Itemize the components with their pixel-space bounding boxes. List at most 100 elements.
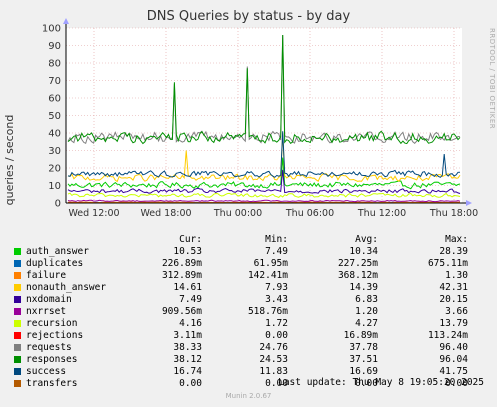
- legend-min-value: 7.49: [265, 246, 288, 257]
- legend-row-nonauth-answer: nonauth_answer 14.61 7.93 14.39 42.31: [12, 282, 492, 294]
- legend: Cur: Min: Avg: Max: auth_answer 10.53 7.49…: [12, 234, 492, 390]
- legend-avg-value: 227.25m: [337, 258, 378, 269]
- last-update: Last update: Thu May 8 19:05:20 2025: [278, 377, 484, 388]
- legend-cur-value: 4.16: [179, 318, 202, 329]
- legend-max-value: 20.15: [439, 294, 468, 305]
- legend-swatch: [14, 308, 21, 315]
- y-tick-label: 60: [48, 94, 61, 105]
- legend-swatch: [14, 272, 21, 279]
- legend-series-name: rejections: [26, 330, 84, 341]
- legend-cur-value: 226.89m: [161, 258, 202, 269]
- rrdtool-credit: RRDTOOL / TOBI OETIKER: [488, 28, 496, 130]
- x-tick-label: Thu 00:00: [213, 208, 262, 219]
- x-tick-label: Thu 18:00: [429, 208, 478, 219]
- legend-swatch: [14, 248, 21, 255]
- legend-max-value: 1.30: [445, 270, 468, 281]
- legend-row-success: success 16.74 11.83 16.69 41.75: [12, 366, 492, 378]
- legend-row-rejections: rejections 3.11m 0.00 16.89m 113.24m: [12, 330, 492, 342]
- x-tick-label: Thu 06:00: [285, 208, 334, 219]
- legend-header-min: Min:: [265, 234, 288, 245]
- legend-avg-value: 4.27: [355, 318, 378, 329]
- legend-min-value: 3.43: [265, 294, 288, 305]
- y-tick-label: 50: [48, 111, 61, 122]
- legend-swatch: [14, 356, 21, 363]
- legend-min-value: 7.93: [265, 282, 288, 293]
- y-tick-label: 20: [48, 164, 61, 175]
- y-tick-label: 90: [48, 41, 61, 52]
- legend-avg-value: 16.69: [349, 366, 378, 377]
- legend-header-cur: Cur:: [179, 234, 202, 245]
- legend-row-nxrrset: nxrrset 909.56m 518.76m 1.20 3.66: [12, 306, 492, 318]
- series-line-failure: [68, 201, 460, 204]
- y-tick-label: 40: [48, 129, 61, 140]
- y-tick-label: 70: [48, 76, 61, 87]
- y-axis-arrow: [63, 18, 69, 24]
- legend-cur-value: 14.61: [173, 282, 202, 293]
- legend-row-responses: responses 38.12 24.53 37.51 96.04: [12, 354, 492, 366]
- legend-swatch: [14, 296, 21, 303]
- legend-series-name: auth_answer: [26, 246, 89, 257]
- legend-swatch: [14, 284, 21, 291]
- legend-max-value: 42.31: [439, 282, 468, 293]
- y-tick-label: 100: [42, 24, 61, 35]
- legend-avg-value: 0.00: [355, 378, 378, 389]
- legend-avg-value: 10.34: [349, 246, 378, 257]
- legend-row-duplicates: duplicates 226.89m 61.95m 227.25m 675.11m: [12, 258, 492, 270]
- legend-series-name: nxrrset: [26, 306, 67, 317]
- legend-avg-value: 14.39: [349, 282, 378, 293]
- y-tick-label: 10: [48, 181, 61, 192]
- legend-swatch: [14, 380, 21, 387]
- y-tick-label: 30: [48, 146, 61, 157]
- legend-series-name: nonauth_answer: [26, 282, 107, 293]
- legend-min-value: 24.53: [259, 354, 288, 365]
- legend-row-transfers: transfers 0.00 0.00 0.00 0.00: [12, 378, 492, 390]
- legend-header-row: Cur: Min: Avg: Max:: [12, 234, 492, 246]
- legend-row-recursion: recursion 4.16 1.72 4.27 13.79: [12, 318, 492, 330]
- series-line-nxrrset: [67, 199, 461, 203]
- legend-max-value: 28.39: [439, 246, 468, 257]
- series-line-nonauth-answer: [67, 132, 461, 183]
- legend-avg-value: 368.12m: [337, 270, 378, 281]
- legend-series-name: success: [26, 366, 67, 377]
- legend-max-value: 96.40: [439, 342, 468, 353]
- legend-series-name: nxdomain: [26, 294, 72, 305]
- legend-swatch: [14, 260, 21, 267]
- legend-avg-value: 16.89m: [343, 330, 378, 341]
- legend-series-name: failure: [26, 270, 67, 281]
- legend-avg-value: 1.20: [355, 306, 378, 317]
- legend-max-value: 113.24m: [427, 330, 468, 341]
- legend-series-name: transfers: [26, 378, 78, 389]
- legend-min-value: 61.95m: [253, 258, 288, 269]
- x-tick-label: Thu 12:00: [357, 208, 406, 219]
- legend-series-name: duplicates: [26, 258, 84, 269]
- legend-cur-value: 10.53: [173, 246, 202, 257]
- legend-cur-value: 7.49: [179, 294, 202, 305]
- legend-swatch: [14, 320, 21, 327]
- legend-series-name: requests: [26, 342, 72, 353]
- series-line-recursion: [67, 192, 461, 198]
- legend-cur-value: 16.74: [173, 366, 202, 377]
- legend-avg-value: 37.51: [349, 354, 378, 365]
- legend-min-value: 0.00: [265, 330, 288, 341]
- munin-version: Munin 2.0.67: [225, 392, 272, 400]
- series-line-success: [67, 131, 461, 178]
- legend-swatch: [14, 368, 21, 375]
- x-axis-arrow: [466, 200, 472, 206]
- series-line-nxdomain: [67, 169, 461, 194]
- legend-min-value: 518.76m: [247, 306, 288, 317]
- series-line-responses: [67, 34, 461, 145]
- legend-min-value: 142.41m: [247, 270, 288, 281]
- legend-max-value: 13.79: [439, 318, 468, 329]
- legend-max-value: 3.66: [445, 306, 468, 317]
- legend-row-nxdomain: nxdomain 7.49 3.43 6.83 20.15: [12, 294, 492, 306]
- legend-min-value: 1.72: [265, 318, 288, 329]
- legend-cur-value: 38.33: [173, 342, 202, 353]
- legend-cur-value: 312.89m: [161, 270, 202, 281]
- legend-avg-value: 6.83: [355, 294, 378, 305]
- legend-min-value: 24.76: [259, 342, 288, 353]
- x-tick-label: Wed 18:00: [140, 208, 191, 219]
- x-tick-label: Wed 12:00: [68, 208, 119, 219]
- legend-min-value: 0.00: [265, 378, 288, 389]
